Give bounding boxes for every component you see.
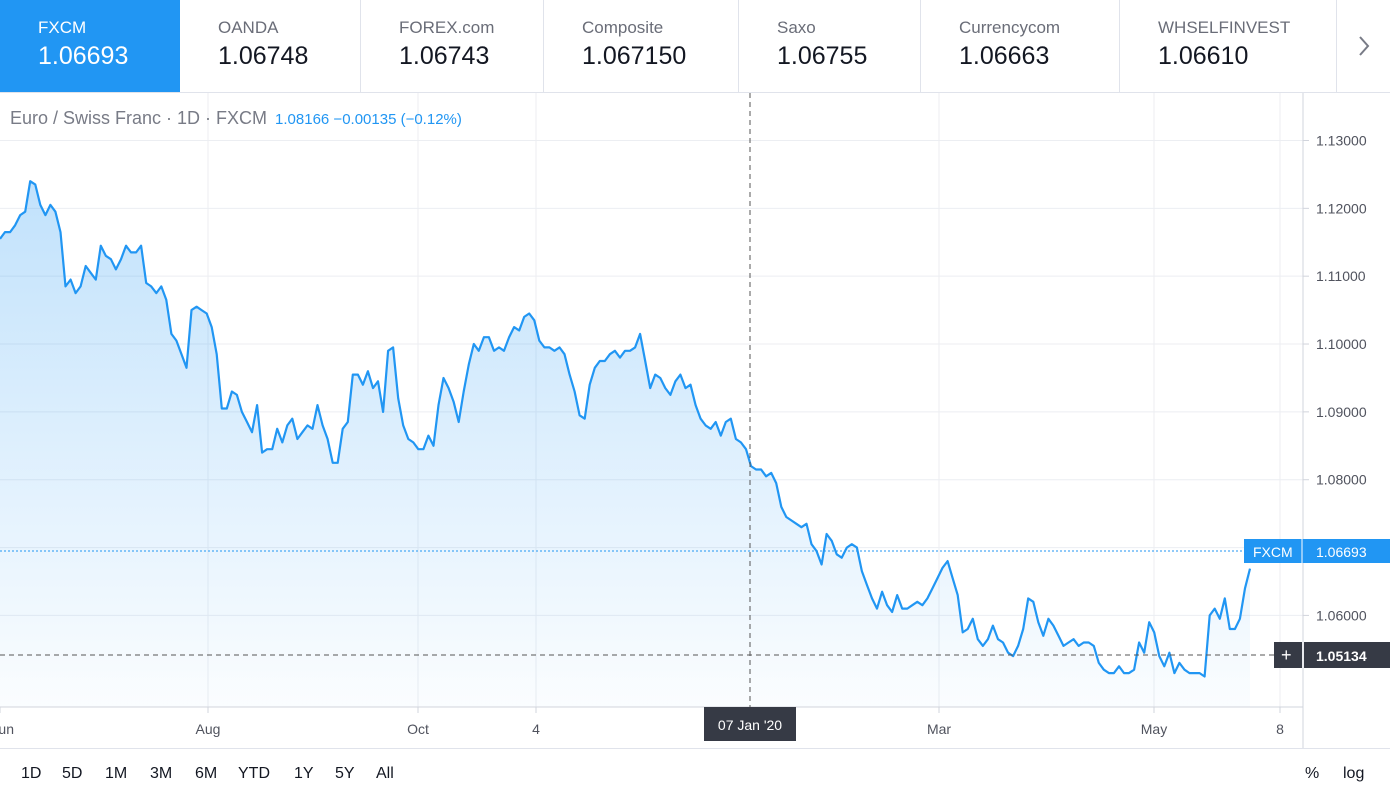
log-scale-toggle[interactable]: log — [1343, 765, 1365, 782]
price-tag-source: FXCM — [1253, 544, 1293, 560]
crosshair-price-label: + 1.05134 — [1274, 642, 1390, 668]
tab-forex-com[interactable]: FOREX.com 1.06743 — [361, 0, 544, 92]
tab-composite[interactable]: Composite 1.067150 — [544, 0, 739, 92]
broker-tabs: FXCM 1.06693 OANDA 1.06748 FOREX.com 1.0… — [0, 0, 1390, 93]
percent-scale-toggle[interactable]: % — [1305, 765, 1320, 782]
tab-price: 1.06663 — [959, 42, 1050, 70]
price-tick-label: 1.13000 — [1316, 132, 1367, 148]
tab-saxo[interactable]: Saxo 1.06755 — [739, 0, 921, 92]
tab-price: 1.06743 — [399, 42, 490, 70]
tab-name: Saxo — [777, 18, 816, 37]
range-5y-button[interactable]: 5Y — [335, 765, 355, 782]
range-6m-button[interactable]: 6M — [195, 765, 218, 782]
tab-name: FXCM — [38, 18, 87, 37]
tab-name: Composite — [582, 18, 664, 37]
tab-fxcm[interactable]: FXCM 1.06693 — [0, 0, 180, 92]
crosshair-plus-icon[interactable]: + — [1281, 645, 1292, 665]
tab-oanda[interactable]: OANDA 1.06748 — [180, 0, 361, 92]
price-axis[interactable]: 1.13000 1.12000 1.11000 1.10000 1.09000 1.080… — [1303, 132, 1367, 623]
tab-currencycom[interactable]: Currencycom 1.06663 — [921, 0, 1120, 92]
tab-price: 1.06755 — [777, 42, 868, 70]
price-tick-label: 1.12000 — [1316, 200, 1367, 216]
tab-price: 1.06748 — [218, 42, 309, 70]
range-ytd-button[interactable]: YTD — [238, 765, 270, 782]
price-tick-label: 1.08000 — [1316, 472, 1367, 488]
tab-name: Currencycom — [959, 18, 1061, 37]
price-chart[interactable]: 1.13000 1.12000 1.11000 1.10000 1.09000 1.080… — [0, 93, 1390, 748]
tab-name: OANDA — [218, 18, 279, 37]
range-all-button[interactable]: All — [376, 765, 394, 782]
range-1m-button[interactable]: 1M — [105, 765, 128, 782]
price-tick-label: 1.11000 — [1316, 268, 1366, 284]
time-tick-label: 4 — [532, 721, 540, 737]
range-3m-button[interactable]: 3M — [150, 765, 173, 782]
time-tick-label: Aug — [196, 721, 221, 737]
range-1d-button[interactable]: 1D — [21, 765, 42, 782]
price-area-fill — [0, 181, 1250, 707]
legend-values: 1.08166 −0.00135 (−0.12%) — [275, 111, 462, 128]
price-tick-label: 1.09000 — [1316, 404, 1367, 420]
time-tick-label: Mar — [927, 721, 951, 737]
tab-name: FOREX.com — [399, 18, 495, 37]
tabs-next-button[interactable] — [1336, 0, 1390, 92]
time-tick-label: un — [0, 721, 14, 737]
last-price-tag: FXCM 1.06693 — [1244, 539, 1390, 563]
price-tick-label: 1.10000 — [1316, 336, 1367, 352]
tab-name: WHSELFINVEST — [1158, 18, 1291, 37]
price-line — [0, 180, 1252, 678]
tab-price: 1.067150 — [582, 42, 687, 70]
time-axis[interactable]: un Aug Oct 4 Mar May 8 — [0, 707, 1284, 737]
time-tick-label: May — [1141, 721, 1167, 737]
tab-whselfinvest[interactable]: WHSELFINVEST 1.06610 — [1120, 0, 1336, 92]
range-5d-button[interactable]: 5D — [62, 765, 83, 782]
crosshair-price-value: 1.05134 — [1316, 648, 1367, 664]
crosshair-date-label: 07 Jan '20 — [704, 707, 796, 741]
price-tag-value: 1.06693 — [1316, 544, 1367, 560]
range-1y-button[interactable]: 1Y — [294, 765, 314, 782]
price-tick-label: 1.06000 — [1316, 607, 1367, 623]
tab-price: 1.06610 — [1158, 42, 1249, 70]
chart-legend[interactable]: Euro / Swiss Franc · 1D · FXCM 1.08166 −0… — [10, 108, 462, 129]
symbol-title[interactable]: Euro / Swiss Franc · 1D · FXCM — [10, 108, 268, 128]
tab-price: 1.06693 — [38, 42, 129, 70]
bottom-toolbar: 1D 5D 1M 3M 6M YTD 1Y 5Y All % log — [0, 748, 1390, 800]
chevron-right-icon — [1358, 36, 1369, 56]
crosshair-date-value: 07 Jan '20 — [718, 717, 782, 733]
time-tick-label: Oct — [407, 721, 429, 737]
time-tick-label: 8 — [1276, 721, 1284, 737]
